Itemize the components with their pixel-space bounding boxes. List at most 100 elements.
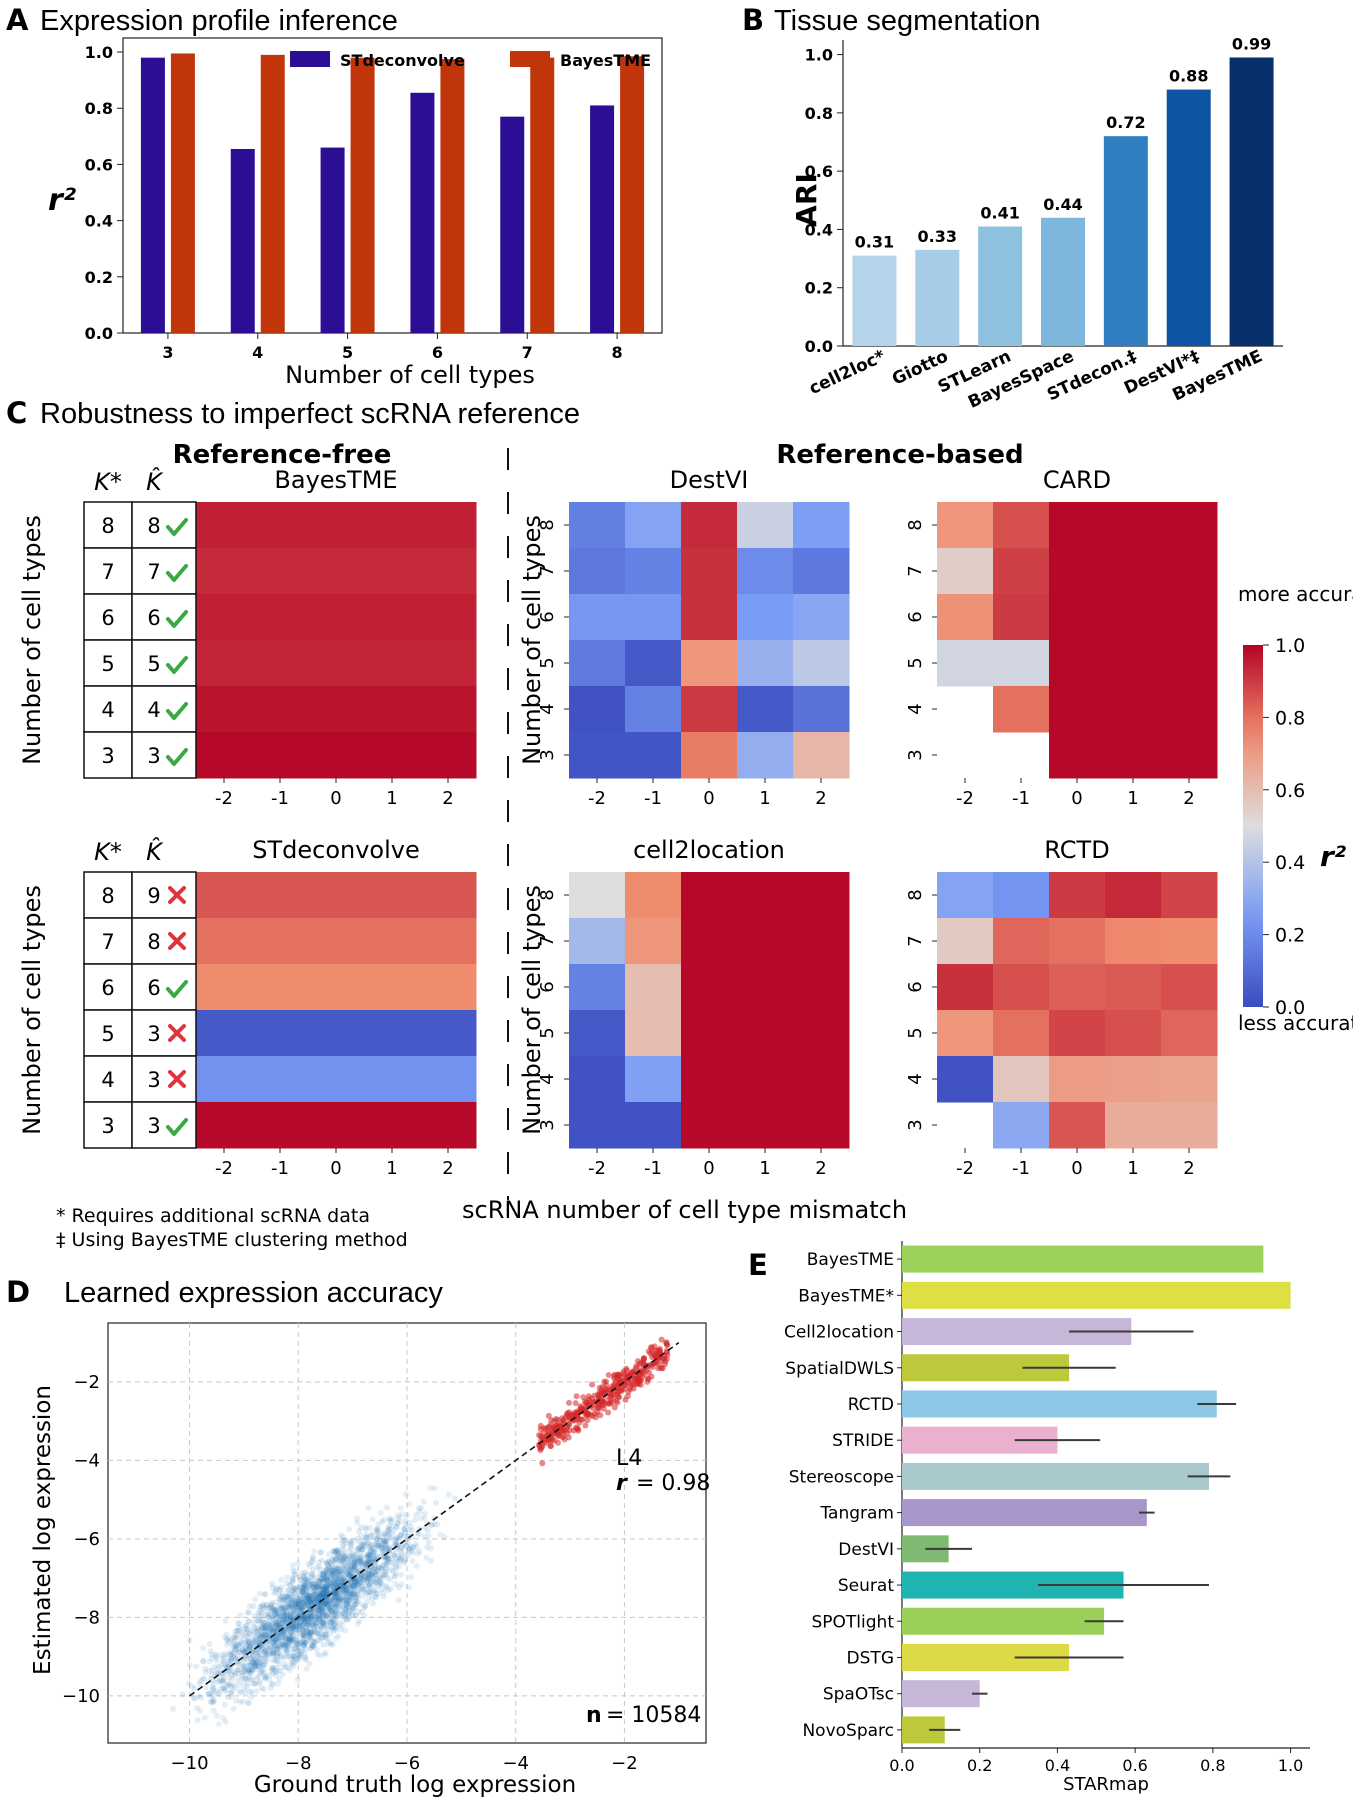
heatmap-cell [793, 1056, 850, 1103]
khat-value: 4 [147, 698, 160, 722]
k-cell [83, 1101, 133, 1149]
scatter-point [333, 1635, 339, 1642]
scatter-point [330, 1604, 337, 1610]
scatter-point [269, 1599, 276, 1606]
scatter-point [357, 1558, 364, 1565]
heatmap-cell [569, 548, 626, 595]
highlight-point [573, 1424, 579, 1431]
scatter-point [387, 1535, 394, 1542]
scatter-point [366, 1556, 372, 1563]
scatter-point [334, 1547, 341, 1553]
scatter-point [311, 1640, 318, 1647]
x-tick-label: 0 [1071, 788, 1082, 809]
khat-value: 3 [147, 744, 160, 768]
scatter-point [307, 1645, 314, 1652]
bar-bayestme [260, 54, 285, 333]
scatter-point [301, 1582, 308, 1589]
scatter-point [253, 1666, 260, 1673]
scatter-point [354, 1535, 361, 1542]
scatter-point [290, 1572, 297, 1579]
scatter-point [298, 1650, 304, 1657]
scatter-point [272, 1619, 279, 1626]
scatter-point [311, 1628, 318, 1635]
scatter-point [308, 1645, 315, 1652]
khat-cell [131, 963, 197, 1011]
heatmap-cell [364, 548, 421, 595]
heatmap-cell [993, 594, 1050, 641]
heatmap-cell [569, 1056, 626, 1103]
scatter-point [274, 1645, 281, 1652]
scatter-point [354, 1519, 361, 1526]
scatter-point [315, 1602, 322, 1609]
scatter-point [328, 1596, 335, 1603]
scatter-point [286, 1667, 293, 1674]
heatmap-cell [1049, 502, 1106, 549]
scatter-point [340, 1593, 347, 1600]
scatter-point [351, 1591, 358, 1598]
scatter-point [384, 1537, 390, 1544]
scatter-point [369, 1572, 375, 1578]
footnote-dagger: ‡ Using BayesTME clustering method [56, 1229, 408, 1251]
scatter-point [424, 1527, 431, 1534]
heatmap-cell [1161, 640, 1218, 687]
scatter-point [283, 1636, 290, 1643]
highlight-point [606, 1400, 613, 1407]
scatter-point [332, 1565, 338, 1572]
y-tick-label: 7 [905, 935, 926, 946]
scatter-point [362, 1524, 369, 1531]
scatter-point [325, 1611, 332, 1617]
khat-cell [131, 685, 197, 733]
scatter-point [307, 1596, 313, 1603]
scatter-point [319, 1591, 326, 1598]
scatter-point [413, 1543, 420, 1550]
scatter-point [421, 1510, 428, 1517]
heatmap-cell [1105, 732, 1162, 779]
scatter-point [322, 1649, 329, 1656]
y-tick-label: 0.2 [805, 279, 833, 298]
heatmap-cell [252, 872, 309, 919]
scatter-point [280, 1630, 287, 1636]
scatter-point [329, 1556, 336, 1563]
scatter-point [366, 1552, 373, 1559]
heatmap-cell [308, 918, 365, 965]
scatter-point [252, 1663, 259, 1669]
scatter-point [280, 1609, 287, 1616]
scatter-point [298, 1603, 305, 1610]
scatter-point [393, 1539, 400, 1546]
scatter-point [220, 1685, 227, 1692]
scatter-point [333, 1609, 340, 1616]
x-tick-label: 2 [815, 788, 826, 809]
scatter-point [306, 1660, 313, 1667]
scatter-point [308, 1630, 315, 1637]
scatter-point [355, 1538, 362, 1545]
x-tick-label: -1 [1012, 1158, 1030, 1179]
y-tick-label: −2 [73, 1372, 100, 1393]
highlight-point [545, 1412, 552, 1419]
x-tick-label: 2 [442, 788, 453, 809]
colorbar-tick-label: 0.8 [1275, 707, 1305, 729]
scatter-point [235, 1641, 242, 1648]
scatter-point [344, 1616, 351, 1623]
scatter-point [282, 1663, 289, 1670]
scatter-point [328, 1604, 335, 1611]
heatmap-cell [364, 1010, 421, 1057]
scatter-point [207, 1675, 214, 1682]
scatter-point [409, 1557, 416, 1564]
scatter-point [336, 1597, 343, 1604]
scatter-point [307, 1598, 313, 1605]
scatter-point [257, 1643, 264, 1650]
scatter-point [311, 1623, 318, 1630]
scatter-point [301, 1582, 308, 1589]
scatter-point [283, 1595, 290, 1602]
heatmap-title: DestVI [670, 466, 749, 494]
scatter-point [293, 1658, 300, 1665]
annotation-n-value: = 10584 [606, 1703, 701, 1728]
scatter-point [306, 1619, 313, 1626]
scatter-point [298, 1605, 305, 1612]
scatter-point [287, 1614, 294, 1621]
y-tick-label: 3 [537, 749, 558, 760]
k-cell [83, 501, 133, 549]
scatter-point [313, 1584, 319, 1591]
scatter-point [320, 1620, 327, 1626]
scatter-point [339, 1568, 346, 1575]
